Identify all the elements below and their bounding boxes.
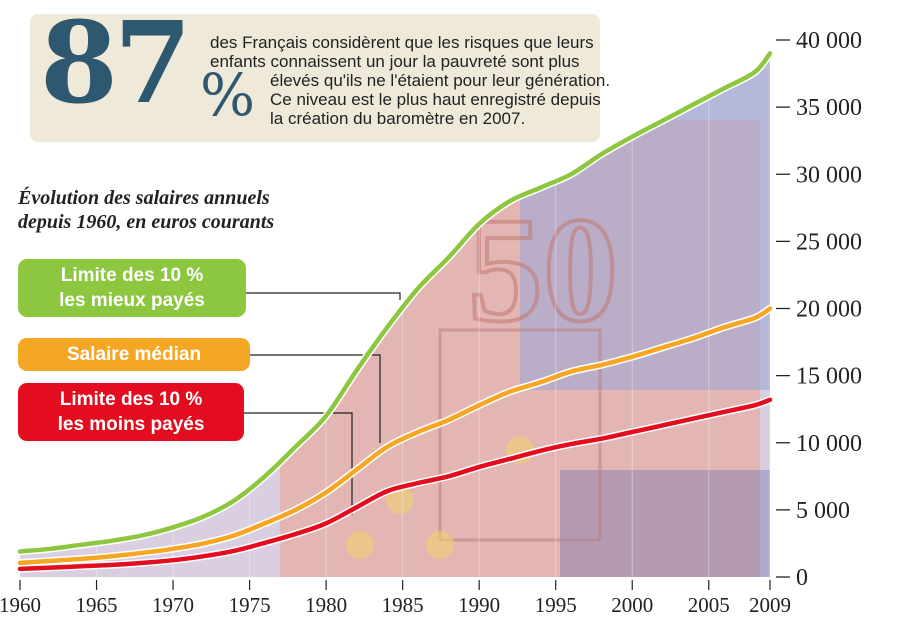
y-tick-label: 40 000: [796, 28, 862, 54]
subtitle-line-2: depuis 1960, en euros courants: [18, 211, 275, 233]
x-tick-label: 1970: [152, 593, 194, 617]
callout-line: des Français considèrent que les risques…: [210, 33, 594, 52]
legend-top-10-percent: Limite des 10 % les mieux payés: [18, 259, 246, 317]
y-tick-label: 15 000: [796, 364, 862, 390]
legend-low-line-2: les moins payés: [57, 414, 205, 435]
leader-low: [244, 412, 353, 515]
x-axis-ticks: 1960 1965 1970 1975 1980 1985 1990 1995 2000 2005…: [0, 580, 791, 617]
legend-top-line-2: les mieux payés: [59, 290, 205, 311]
callout-line: enfants connaissent un jour la pauvreté …: [210, 52, 580, 71]
callout-text: des Français considèrent que les risques…: [210, 33, 700, 128]
y-axis-ticks: 0 5 000 10 000 15 000 20 000 25 000 30 000 35 0…: [776, 28, 862, 591]
banknote-dark-band: [560, 470, 770, 577]
x-tick-label: 2000: [611, 593, 653, 617]
y-tick-label: 25 000: [796, 229, 862, 255]
callout-line: la création du baromètre en 2007.: [270, 109, 526, 128]
x-tick-label: 1975: [229, 593, 271, 617]
x-tick-label: 1965: [76, 593, 118, 617]
y-tick-label: 20 000: [796, 297, 862, 323]
series-line-top: [17, 51, 773, 554]
legend-bottom-10-percent: Limite des 10 % les moins payés: [18, 383, 244, 441]
series-lines: [16, 49, 774, 573]
series-line-low: [17, 397, 773, 572]
leader-top: [246, 292, 401, 300]
legend-leader-lines: [244, 292, 401, 515]
y-tick-label: 35 000: [796, 95, 862, 121]
legend-median-salary: Salaire médian: [18, 338, 250, 371]
y-tick-label: 0: [796, 565, 808, 591]
y-tick-label: 10 000: [796, 431, 862, 457]
banknote-star: [426, 531, 454, 559]
x-tick-label: 2005: [688, 593, 730, 617]
x-tick-label: 1980: [305, 593, 347, 617]
callout-line: Ce niveau est le plus haut enregistré de…: [270, 90, 601, 109]
legend-low-line-1: Limite des 10 %: [59, 389, 203, 410]
x-tick-label: 1985: [382, 593, 424, 617]
leader-median: [250, 354, 381, 443]
callout-box: [30, 14, 600, 142]
series-line-median: [17, 306, 773, 566]
legend-median-line-1: Salaire médian: [66, 344, 202, 365]
y-tick-label: 30 000: [796, 162, 862, 188]
y-tick-label: 5 000: [796, 498, 850, 524]
x-tick-label: 1990: [458, 593, 500, 617]
callout-line: élevés qu'ils ne l'étaient pour leur gén…: [270, 71, 611, 90]
callout-percent-sign: %: [200, 61, 256, 129]
banknote-star: [346, 531, 374, 559]
callout-big-number: 87: [40, 0, 192, 129]
x-tick-label: 1960: [0, 593, 41, 617]
banknote-gate-arch: [438, 328, 602, 542]
legend-top-line-1: Limite des 10 %: [60, 265, 204, 286]
chart-subtitle: Évolution des salaires annuels depuis 19…: [18, 186, 274, 234]
x-tick-label: 1995: [535, 593, 577, 617]
x-tick-label: 2009: [749, 593, 791, 617]
subtitle-line-1: Évolution des salaires annuels: [18, 187, 270, 209]
